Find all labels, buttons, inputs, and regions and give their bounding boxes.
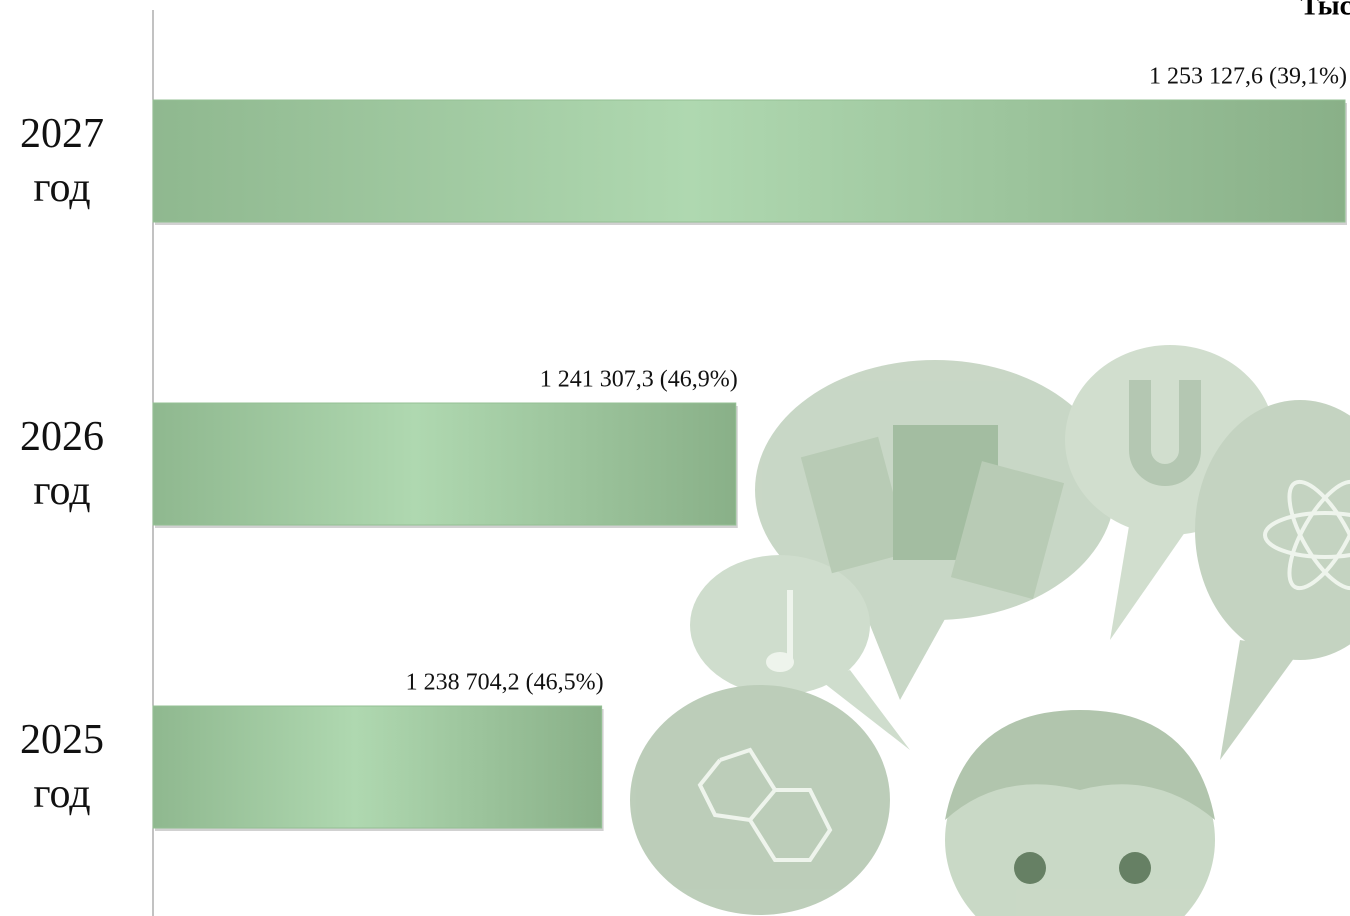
value-label: 1 253 127,6 (39,1%) bbox=[1149, 64, 1347, 90]
bar bbox=[152, 705, 603, 829]
category-label: 2025 год bbox=[20, 717, 104, 817]
category-label: 2027 год bbox=[20, 111, 104, 211]
bar bbox=[152, 402, 737, 526]
illustration bbox=[630, 345, 1350, 916]
category-label: 2026 год bbox=[20, 414, 104, 514]
bar bbox=[152, 99, 1346, 223]
value-label: 1 238 704,2 (46,5%) bbox=[406, 670, 604, 696]
chart-title: Тыс bbox=[1300, 0, 1350, 21]
value-label: 1 241 307,3 (46,9%) bbox=[540, 367, 738, 393]
